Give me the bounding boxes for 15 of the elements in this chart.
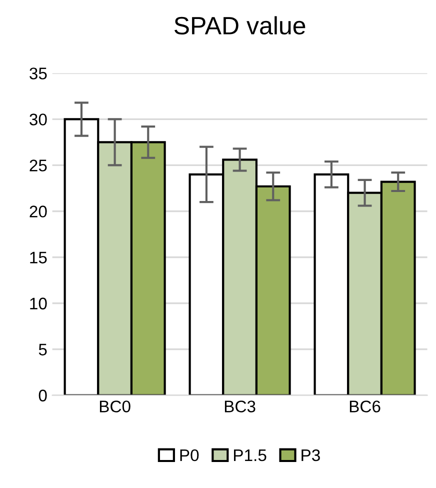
chart-title: SPAD value: [174, 16, 306, 35]
y-tick-label: 0: [38, 390, 47, 402]
y-tick-label: 30: [30, 114, 47, 126]
y-tick-label: 25: [30, 160, 47, 172]
y-tick-label: 35: [30, 68, 47, 80]
x-tick-label: BC3: [224, 400, 256, 412]
y-tick-label: 10: [30, 298, 47, 310]
y-tick-label: 20: [30, 206, 47, 218]
x-tick-label: BC0: [100, 400, 130, 412]
legend-label: P3: [302, 449, 320, 462]
y-tick-label: 5: [38, 344, 47, 356]
legend-label: P0: [180, 449, 199, 462]
x-tick-label: BC6: [350, 400, 380, 412]
legend-label: P1.5: [234, 450, 266, 462]
y-tick-label: 15: [30, 252, 47, 264]
